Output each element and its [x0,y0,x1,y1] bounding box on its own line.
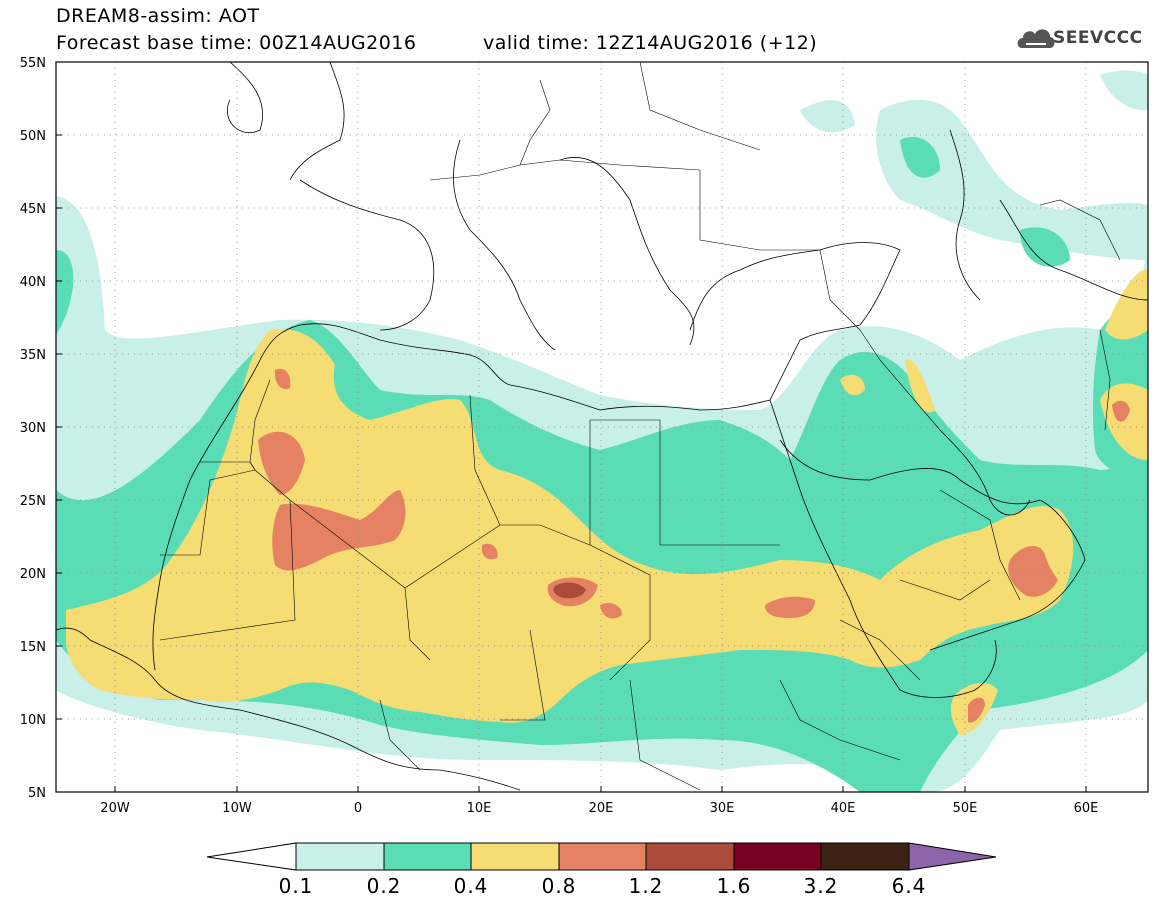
colorbar-swatch [295,842,385,871]
logo-text: SEEVCCC [1053,28,1143,48]
colorbar: 0.1 0.2 0.4 0.8 1.2 1.6 3.2 6.4 [206,842,997,898]
colorbar-label: 3.2 [804,874,839,898]
lon-label: 0 [354,801,362,816]
lat-label: 55N [20,56,46,71]
lat-label: 45N [20,202,46,217]
coastlines [56,62,1148,791]
lon-label: 10W [222,801,252,816]
colorbar-label: 0.8 [542,874,577,898]
colorbar-swatch [645,842,735,871]
colorbar-swatch [733,842,822,871]
lat-label: 30N [20,421,46,436]
cloud-icon [1017,29,1055,48]
colorbar-label: 0.2 [367,874,402,898]
lat-label: 15N [20,640,46,655]
forecast-base-time: Forecast base time: 00Z14AUG2016 [56,32,417,54]
colorbar-label: 1.2 [629,874,664,898]
lon-label: 10E [467,801,492,816]
colorbar-swatch [470,842,560,871]
colorbar-label: 6.4 [892,874,927,898]
lon-label: 20E [589,801,614,816]
map-title: DREAM8-assim: AOT [56,5,260,27]
lat-label: 40N [20,275,46,290]
aot-level-0.4 [66,269,1148,735]
colorbar-swatch [820,842,910,871]
colorbar-under-arrow [206,842,297,871]
lon-label: 40E [831,801,856,816]
colorbar-label: 0.4 [454,874,489,898]
colorbar-label: 0.1 [279,874,314,898]
lon-label: 60E [1074,801,1099,816]
lon-label: 20W [100,801,130,816]
country-borders [159,62,1121,791]
colorbar-swatch [558,842,647,871]
lat-label: 25N [20,494,46,509]
aot-field [56,70,1148,792]
lon-labels: 20W 10W 0 10E 20E 30E 40E 50E 60E [100,801,1098,816]
colorbar-label: 1.6 [717,874,752,898]
lat-label: 10N [20,713,46,728]
axis-ticks [56,61,1087,793]
lat-label: 50N [20,129,46,144]
colorbar-over-arrow [908,842,997,871]
lon-label: 50E [953,801,978,816]
valid-time: valid time: 12Z14AUG2016 (+12) [483,32,818,54]
lat-label: 5N [28,786,46,801]
lon-label: 30E [710,801,735,816]
lat-labels: 55N 50N 45N 40N 35N 30N 25N 20N 15N 10N … [20,56,46,801]
grid [56,62,1148,792]
lat-label: 35N [20,348,46,363]
lat-label: 20N [20,567,46,582]
aot-level-1.2 [553,582,586,599]
colorbar-swatch [383,842,472,871]
